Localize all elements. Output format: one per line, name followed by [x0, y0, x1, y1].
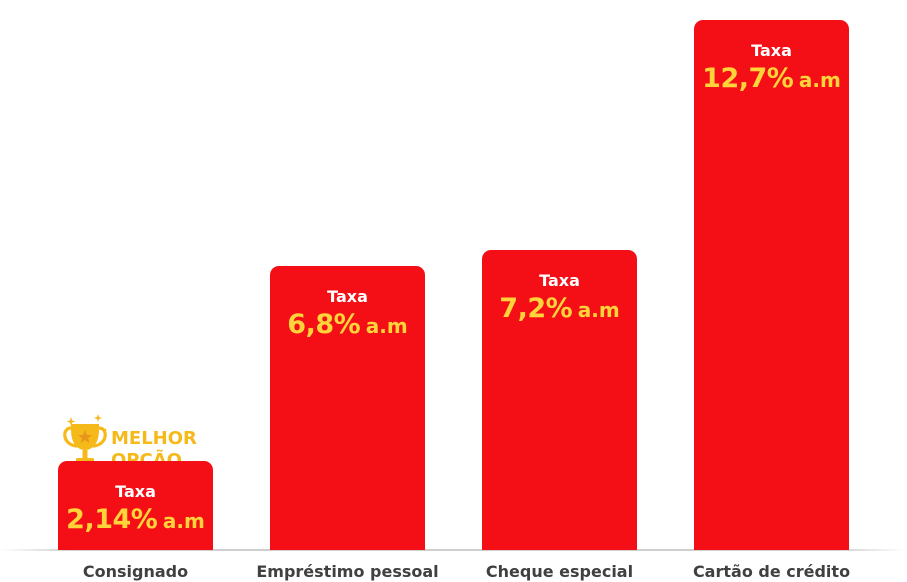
bar-value-percent: 12,7%: [702, 63, 794, 95]
bar-value-percent: 7,2%: [499, 292, 573, 324]
bar-value-prefix: Taxa: [539, 270, 580, 290]
bar-value-percent: 6,8%: [287, 309, 361, 341]
bar-3: Taxa 12,7% a.m: [694, 20, 849, 550]
bar-0: Taxa 2,14% a.m: [58, 460, 213, 550]
bar-value-prefix: Taxa: [115, 481, 156, 501]
x-axis-baseline: [0, 549, 907, 551]
category-label-3: Cartão de crédito: [692, 562, 851, 581]
bar-value-unit: a.m: [162, 508, 205, 533]
bar-value-percent: 2,14%: [66, 503, 158, 535]
bar-value-prefix: Taxa: [751, 41, 792, 61]
category-label-1: Empréstimo pessoal: [256, 562, 439, 581]
bar-value-unit: a.m: [577, 297, 620, 322]
bar-value-unit: a.m: [798, 68, 841, 93]
bar-value-unit: a.m: [365, 314, 408, 339]
bar-2: Taxa 7,2% a.m: [482, 249, 637, 550]
bar-1: Taxa 6,8% a.m: [270, 266, 425, 550]
bar-value-label: 2,14% a.m: [58, 504, 213, 535]
badge-line-1: MELHOR: [111, 428, 197, 449]
bar-value-prefix: Taxa: [327, 287, 368, 307]
bar-value-label: 7,2% a.m: [482, 293, 637, 324]
category-label-2: Cheque especial: [485, 562, 634, 581]
bar-value-label: 6,8% a.m: [270, 309, 425, 340]
category-label-0: Consignado: [82, 562, 189, 581]
bar-value-label: 12,7% a.m: [694, 63, 849, 94]
